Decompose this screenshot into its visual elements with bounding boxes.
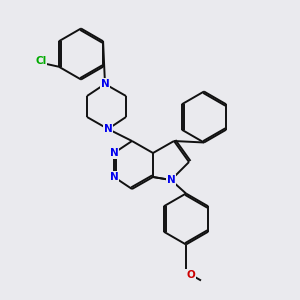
Text: N: N	[100, 79, 109, 89]
Text: N: N	[103, 124, 112, 134]
Text: O: O	[186, 269, 195, 280]
Text: N: N	[167, 175, 176, 185]
Text: Cl: Cl	[35, 56, 46, 66]
Text: N: N	[110, 148, 118, 158]
Text: N: N	[110, 172, 118, 182]
